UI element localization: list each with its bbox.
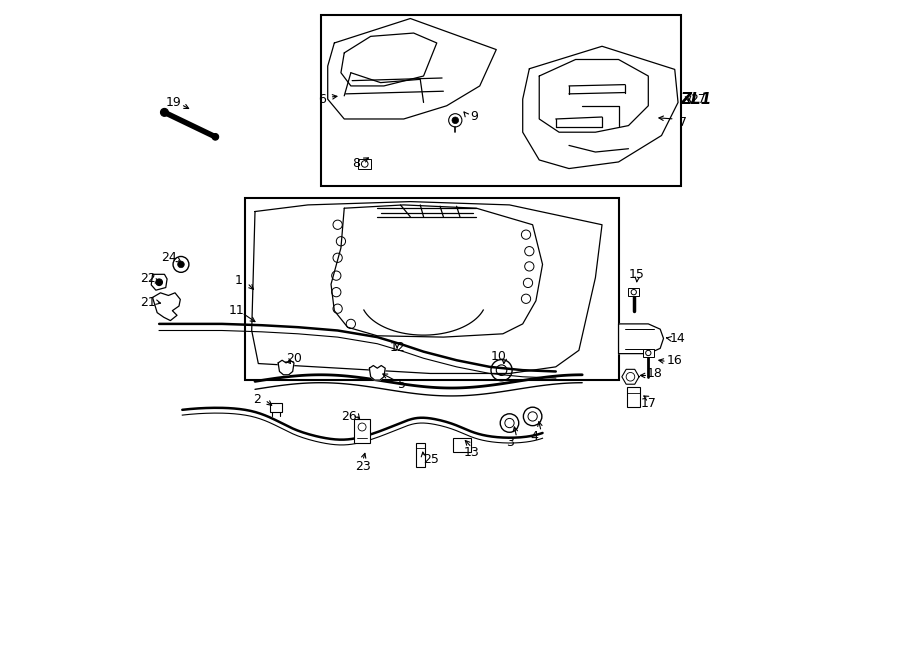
Circle shape bbox=[156, 279, 163, 286]
Text: 23: 23 bbox=[355, 459, 371, 473]
Text: 2: 2 bbox=[253, 393, 261, 407]
Bar bbox=[245, 198, 618, 380]
Text: 15: 15 bbox=[629, 268, 645, 281]
Bar bbox=[627, 387, 641, 407]
Bar bbox=[321, 15, 681, 186]
Polygon shape bbox=[523, 46, 678, 169]
Text: 24: 24 bbox=[161, 251, 177, 264]
Text: 26: 26 bbox=[341, 410, 356, 423]
Bar bbox=[270, 403, 282, 412]
Text: 8: 8 bbox=[352, 157, 360, 171]
Text: 22: 22 bbox=[140, 272, 156, 286]
Text: 19: 19 bbox=[166, 96, 182, 109]
Text: 11: 11 bbox=[229, 304, 245, 317]
Polygon shape bbox=[278, 360, 294, 375]
Text: 9: 9 bbox=[471, 110, 479, 124]
Bar bbox=[355, 419, 370, 443]
Bar bbox=[643, 349, 653, 357]
Text: 14: 14 bbox=[670, 332, 686, 345]
Polygon shape bbox=[618, 324, 663, 354]
Polygon shape bbox=[331, 205, 543, 337]
Text: 25: 25 bbox=[423, 453, 439, 466]
Polygon shape bbox=[539, 59, 648, 132]
Text: 13: 13 bbox=[464, 446, 480, 459]
Circle shape bbox=[160, 108, 168, 116]
Polygon shape bbox=[341, 33, 436, 86]
Circle shape bbox=[212, 134, 219, 140]
Text: 6: 6 bbox=[319, 93, 327, 106]
Text: 10: 10 bbox=[491, 350, 507, 364]
Text: 21: 21 bbox=[140, 295, 156, 309]
Text: 20: 20 bbox=[286, 352, 302, 365]
Bar bbox=[416, 443, 425, 467]
Polygon shape bbox=[328, 19, 496, 119]
Text: 17: 17 bbox=[641, 397, 656, 410]
Text: 3: 3 bbox=[506, 436, 514, 449]
Text: 1: 1 bbox=[235, 274, 242, 288]
Text: 4: 4 bbox=[531, 430, 538, 443]
Text: 12: 12 bbox=[389, 340, 405, 354]
Bar bbox=[358, 159, 372, 169]
Circle shape bbox=[452, 117, 459, 124]
Circle shape bbox=[177, 261, 184, 268]
Polygon shape bbox=[153, 293, 180, 321]
Text: 27: 27 bbox=[690, 93, 707, 106]
Bar bbox=[628, 288, 639, 296]
Polygon shape bbox=[151, 274, 167, 290]
Text: 16: 16 bbox=[667, 354, 682, 367]
Polygon shape bbox=[369, 366, 385, 380]
Text: 5: 5 bbox=[399, 378, 407, 391]
Text: 18: 18 bbox=[647, 367, 662, 380]
Text: ZL1: ZL1 bbox=[680, 92, 712, 106]
Text: 7: 7 bbox=[679, 116, 687, 129]
Polygon shape bbox=[622, 369, 639, 384]
Polygon shape bbox=[252, 202, 602, 373]
Bar bbox=[453, 438, 472, 452]
